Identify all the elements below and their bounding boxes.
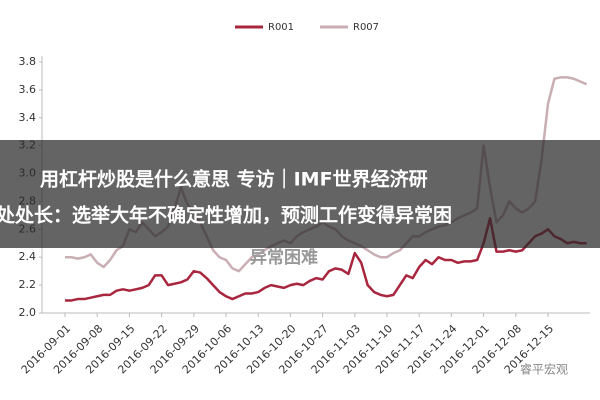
series-line	[65, 216, 587, 302]
y-tick-label: 3.4	[19, 111, 37, 124]
y-tick-label: 2.0	[19, 306, 37, 319]
overlay-banner	[0, 140, 600, 248]
legend-label: R007	[353, 22, 379, 33]
headline-spill: 异常困难	[250, 247, 318, 268]
headline-line: 用杠杆炒股是什么意思 专访｜IMF世界经济研	[40, 168, 428, 191]
legend-label: R001	[268, 22, 294, 33]
y-tick-label: 3.6	[19, 83, 37, 96]
y-tick-label: 3.8	[19, 55, 37, 68]
y-tick-label: 2.4	[19, 250, 37, 263]
headline-line: 处处长：选举大年不确定性增加，预测工作变得异常困	[0, 204, 452, 227]
y-tick-label: 2.2	[19, 278, 37, 291]
watermark: 睿平宏观	[520, 362, 568, 377]
